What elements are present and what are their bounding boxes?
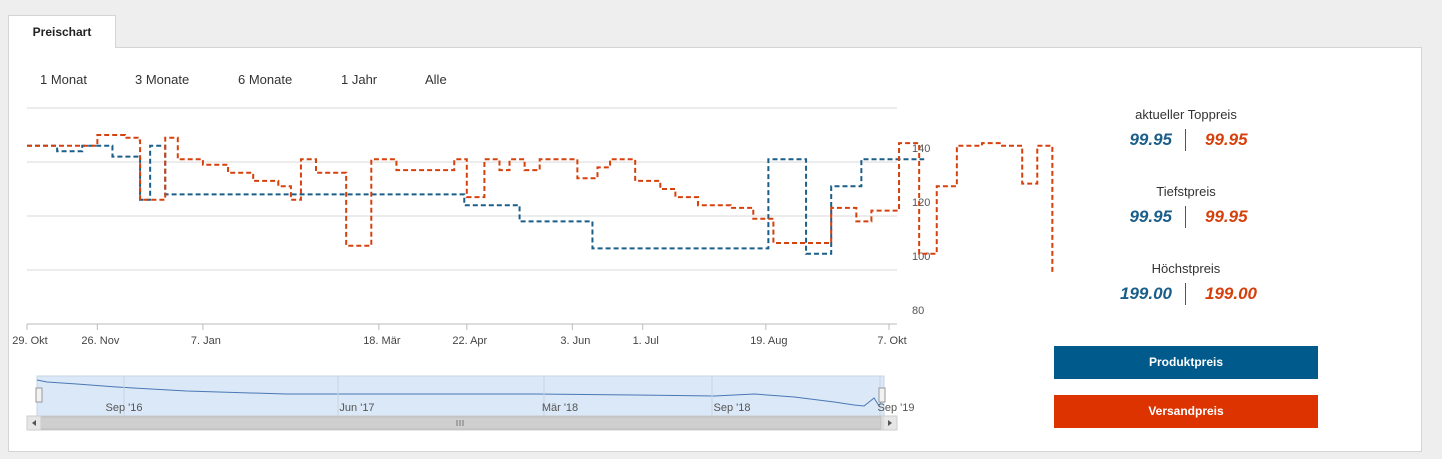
stat-label-current: aktueller Toppreis — [1135, 107, 1237, 122]
navigator-selection[interactable] — [36, 375, 885, 417]
navigator-line — [36, 379, 885, 408]
navigator-tick-label: Sep '19 — [878, 402, 915, 414]
stat-current-product: 99.95 — [1129, 130, 1172, 149]
stat-min-shipping: 99.95 — [1205, 207, 1248, 226]
x-tick-label: 1. Jul — [633, 335, 659, 347]
navigator-handle-right[interactable] — [878, 387, 886, 403]
stat-max-product: 199.00 — [1120, 284, 1172, 303]
scrollbar-thumb[interactable] — [40, 416, 882, 430]
x-tick-label: 19. Aug — [750, 335, 787, 347]
x-tick-label: 18. Mär — [363, 335, 401, 347]
stat-divider — [1185, 129, 1186, 151]
series-line-shipping — [27, 134, 1054, 273]
versandpreis-button[interactable]: Versandpreis — [1054, 395, 1318, 428]
x-tick-label: 7. Jan — [191, 335, 221, 347]
x-tick-label: 3. Jun — [560, 335, 590, 347]
arrow-right-icon — [888, 420, 892, 426]
stat-current-shipping: 99.95 — [1205, 130, 1248, 149]
navigator-tick-label: Jun '17 — [339, 402, 374, 414]
x-tick-label: 26. Nov — [81, 335, 119, 347]
stat-label-max: Höchstpreis — [1151, 261, 1221, 276]
y-tick-label: 100 — [912, 251, 930, 263]
range-1-monat[interactable]: 1 Monat — [40, 72, 87, 87]
series-line-product — [27, 144, 925, 255]
y-tick-label: 120 — [912, 197, 930, 209]
arrow-left-icon — [32, 420, 36, 426]
stat-max-shipping: 199.00 — [1205, 284, 1257, 303]
stat-min-product: 99.95 — [1129, 207, 1172, 226]
y-tick-label: 80 — [912, 305, 924, 317]
navigator-tick-label: Sep '18 — [714, 402, 751, 414]
x-tick-label: 22. Apr — [452, 335, 487, 347]
x-tick-label: 7. Okt — [877, 335, 906, 347]
produktpreis-button[interactable]: Produktpreis — [1054, 346, 1318, 379]
range-1-jahr[interactable]: 1 Jahr — [341, 72, 378, 87]
stat-label-min: Tiefstpreis — [1156, 184, 1216, 199]
y-tick-label: 140 — [912, 143, 930, 155]
navigator-tick-label: Sep '16 — [106, 402, 143, 414]
range-alle[interactable]: Alle — [425, 72, 447, 87]
navigator-handle-left[interactable] — [35, 387, 43, 403]
navigator-tick-label: Mär '18 — [542, 402, 578, 414]
tab-preischart[interactable]: Preischart — [8, 15, 116, 48]
range-6-monate[interactable]: 6 Monate — [238, 72, 293, 87]
stat-divider — [1185, 283, 1186, 305]
x-tick-label: 29. Okt — [12, 335, 47, 347]
range-3-monate[interactable]: 3 Monate — [135, 72, 190, 87]
stat-divider — [1185, 206, 1186, 228]
